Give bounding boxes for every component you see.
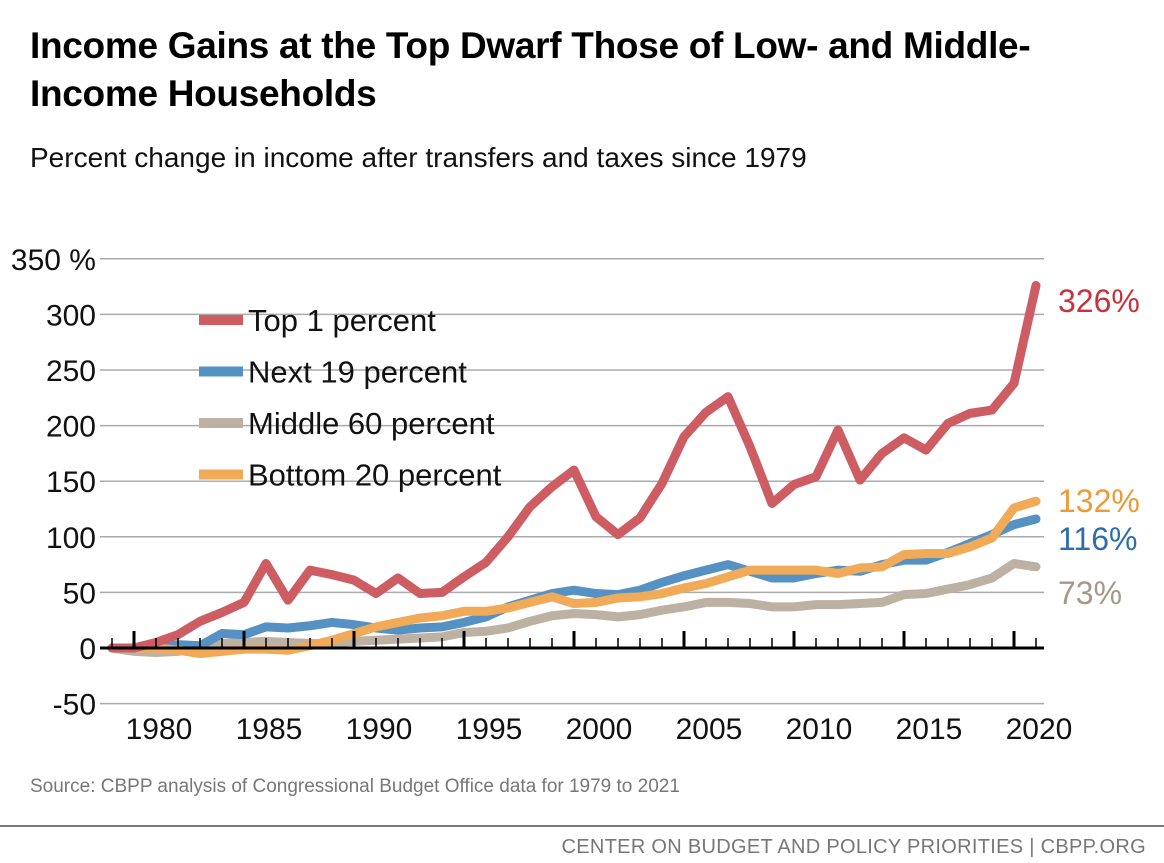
x-tick-label: 1990: [346, 713, 413, 746]
series-lines: [107, 280, 1041, 659]
source-note: Source: CBPP analysis of Congressional B…: [30, 776, 680, 797]
end-labels: 326% 116% 73% 132%: [1058, 283, 1140, 611]
series-line-top-1-percent: [107, 280, 1041, 653]
y-tick-label: 350 %: [11, 244, 96, 277]
legend-swatch: [199, 469, 243, 480]
footer-divider: [0, 825, 1164, 827]
end-label: 73%: [1058, 575, 1122, 611]
y-tick-label: 100: [46, 522, 96, 555]
x-tick-label: 1980: [126, 713, 193, 746]
chart-title: Income Gains at the Top Dwarf Those of L…: [30, 25, 1031, 114]
y-tick-label: 200: [46, 411, 96, 444]
x-axis-tick-labels: 1980 1985 1990 1995 2000 2005 2010 2015 2020: [126, 713, 1073, 746]
y-tick-label: 250: [46, 355, 96, 388]
y-tick-label: -50: [53, 689, 96, 722]
legend-label: Next 19 percent: [248, 355, 467, 390]
y-tick-label: 0: [79, 633, 96, 666]
end-label: 326%: [1058, 283, 1140, 319]
legend-label: Top 1 percent: [248, 303, 436, 338]
end-label: 116%: [1058, 521, 1137, 557]
x-tick-label: 1985: [236, 713, 303, 746]
x-tick-label: 2015: [896, 713, 963, 746]
x-tick-label: 2005: [676, 713, 743, 746]
chart-subtitle: Percent change in income after transfers…: [30, 142, 807, 173]
x-axis: [100, 631, 1044, 650]
gridlines: [100, 258, 1044, 705]
legend-label: Middle 60 percent: [248, 406, 495, 441]
x-tick-label: 2010: [786, 713, 853, 746]
legend-swatch: [199, 418, 243, 428]
y-axis-tick-labels: -50 0 50 100 150 200 250 300 350 %: [11, 244, 96, 722]
y-tick-label: 150: [46, 466, 96, 499]
end-label: 132%: [1058, 483, 1140, 519]
y-tick-label: 300: [46, 299, 96, 332]
legend-swatch: [199, 366, 243, 377]
footer-credit: CENTER ON BUDGET AND POLICY PRIORITIES |…: [561, 836, 1146, 858]
legend: Top 1 percent Next 19 percent Middle 60 pe…: [199, 303, 502, 493]
x-tick-label: 2000: [566, 713, 633, 746]
x-tick-label: 1995: [456, 713, 523, 746]
legend-swatch: [199, 315, 243, 325]
y-tick-label: 50: [63, 577, 96, 610]
x-tick-label: 2020: [1006, 713, 1073, 746]
legend-label: Bottom 20 percent: [248, 458, 502, 493]
